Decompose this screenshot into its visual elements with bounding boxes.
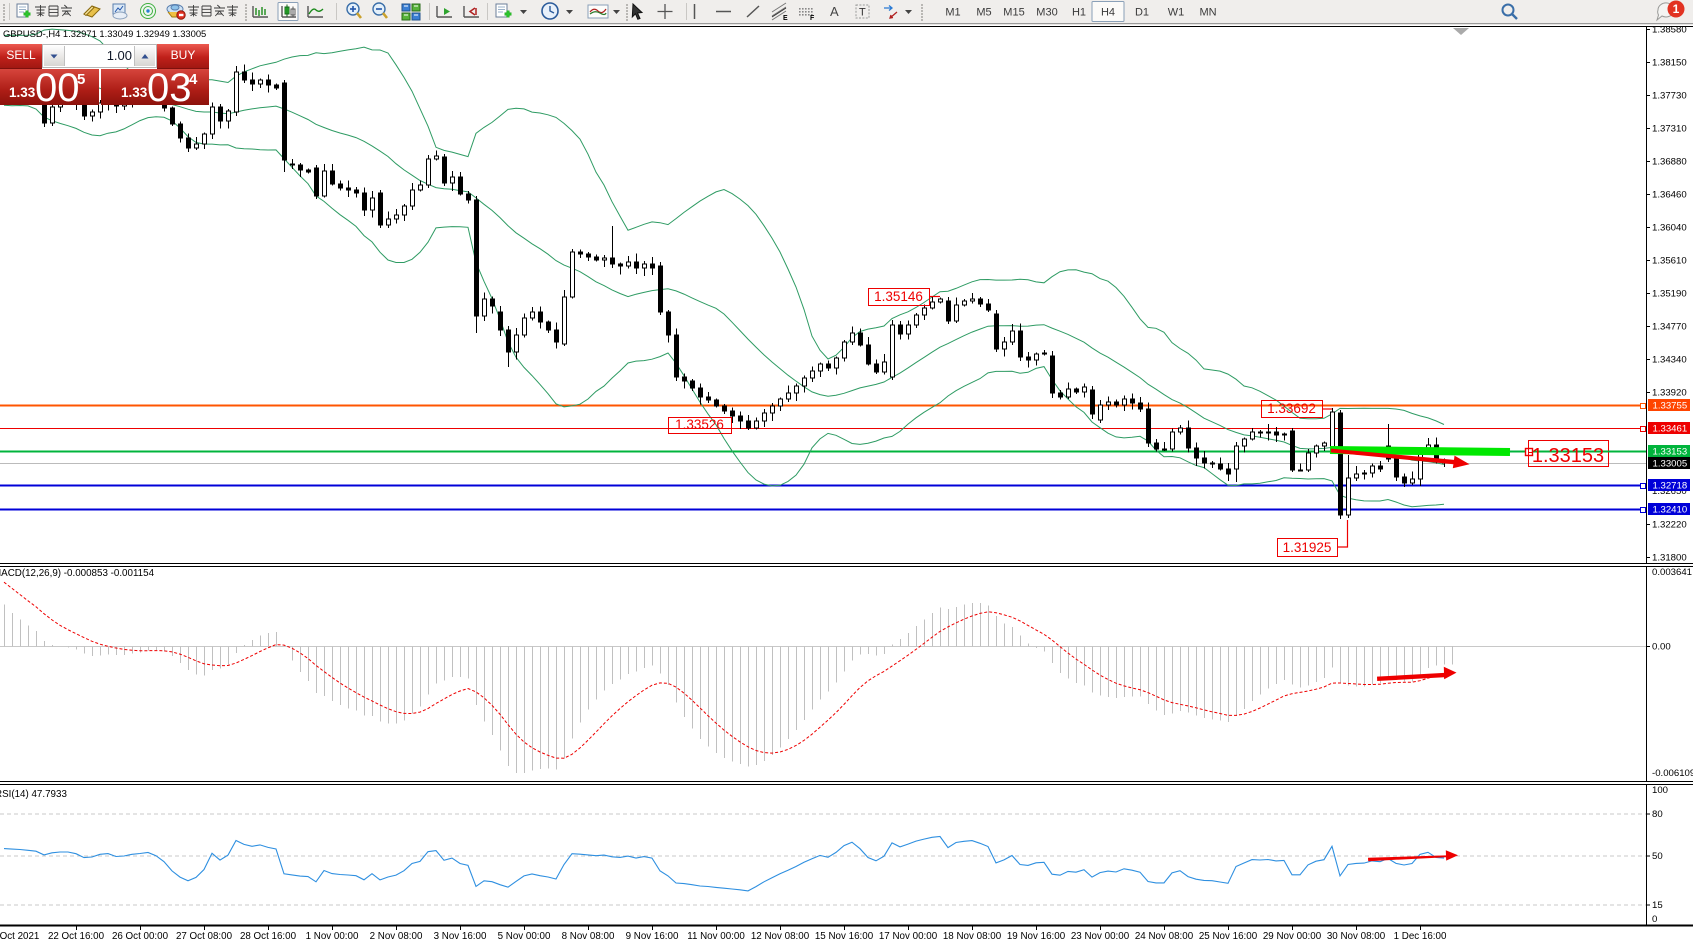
svg-text:9 Nov 16:00: 9 Nov 16:00 (626, 931, 679, 942)
svg-text:22 Oct 16:00: 22 Oct 16:00 (48, 931, 105, 942)
svg-text:0.00: 0.00 (1652, 642, 1671, 653)
svg-text:1.35190: 1.35190 (1652, 289, 1687, 300)
svg-text:0: 0 (1652, 914, 1657, 925)
svg-text:8 Nov 08:00: 8 Nov 08:00 (562, 931, 615, 942)
svg-text:23 Nov 00:00: 23 Nov 00:00 (1071, 931, 1130, 942)
svg-text:1.33153: 1.33153 (1653, 447, 1688, 458)
svg-text:1.36880: 1.36880 (1652, 157, 1687, 168)
svg-text:50: 50 (1652, 851, 1663, 862)
svg-text:M30: M30 (1036, 7, 1057, 19)
svg-text:1.33153: 1.33153 (1532, 445, 1604, 467)
svg-text:1.36460: 1.36460 (1652, 190, 1687, 201)
svg-text:E: E (783, 15, 788, 22)
svg-text:1 Nov 00:00: 1 Nov 00:00 (306, 931, 359, 942)
svg-text:1.38150: 1.38150 (1652, 58, 1687, 69)
svg-text:1.38580: 1.38580 (1652, 26, 1687, 36)
svg-text:100: 100 (1652, 785, 1668, 796)
svg-text:17 Nov 00:00: 17 Nov 00:00 (879, 931, 938, 942)
svg-text:GBPUSD-,H4 1.32971 1.33049 1.: GBPUSD-,H4 1.32971 1.33049 1.32949 1.330… (3, 28, 206, 39)
svg-text:1.34340: 1.34340 (1652, 355, 1687, 366)
svg-text:1.33005: 1.33005 (1653, 459, 1688, 470)
svg-text:-0.006109: -0.006109 (1652, 768, 1693, 779)
svg-text:MACD(12,26,9) -0.000853 -0.001: MACD(12,26,9) -0.000853 -0.001154 (0, 568, 155, 579)
svg-text:18 Nov 08:00: 18 Nov 08:00 (943, 931, 1002, 942)
svg-text:12 Nov 08:00: 12 Nov 08:00 (751, 931, 810, 942)
svg-text:1.33461: 1.33461 (1653, 424, 1688, 435)
svg-text:25 Nov 16:00: 25 Nov 16:00 (1199, 931, 1258, 942)
svg-text:H4: H4 (1101, 7, 1115, 19)
svg-text:19 Nov 16:00: 19 Nov 16:00 (1007, 931, 1066, 942)
svg-text:T: T (859, 7, 866, 19)
svg-text:1.35610: 1.35610 (1652, 256, 1687, 267)
svg-text:80: 80 (1652, 809, 1663, 820)
svg-text:3 Nov 16:00: 3 Nov 16:00 (434, 931, 487, 942)
svg-text:1.33755: 1.33755 (1653, 401, 1688, 412)
svg-text:F: F (810, 15, 815, 22)
svg-text:M1: M1 (945, 7, 960, 19)
svg-text:11 Nov 00:00: 11 Nov 00:00 (687, 931, 745, 942)
svg-text:M5: M5 (976, 7, 991, 19)
svg-text:5 Nov 00:00: 5 Nov 00:00 (498, 931, 551, 942)
svg-text:1.32220: 1.32220 (1652, 520, 1687, 531)
svg-text:1.35146: 1.35146 (874, 289, 923, 304)
svg-text:M15: M15 (1003, 7, 1024, 19)
svg-text:2 Nov 08:00: 2 Nov 08:00 (370, 931, 423, 942)
svg-text:1.37730: 1.37730 (1652, 91, 1687, 102)
svg-text:29 Nov 00:00: 29 Nov 00:00 (1263, 931, 1322, 942)
svg-text:1.36040: 1.36040 (1652, 223, 1687, 234)
svg-text:15 Nov 16:00: 15 Nov 16:00 (815, 931, 874, 942)
svg-text:26 Oct 00:00: 26 Oct 00:00 (112, 931, 169, 942)
svg-text:A: A (830, 4, 839, 19)
svg-text:15: 15 (1652, 900, 1663, 911)
svg-text:H1: H1 (1072, 7, 1086, 19)
svg-text:W1: W1 (1168, 7, 1185, 19)
svg-text:RSI(14) 47.7933: RSI(14) 47.7933 (0, 789, 67, 800)
svg-text:1.37310: 1.37310 (1652, 124, 1687, 135)
svg-text:21 Oct 2021: 21 Oct 2021 (0, 931, 39, 942)
svg-text:MN: MN (1199, 7, 1216, 19)
svg-text:28 Oct 16:00: 28 Oct 16:00 (240, 931, 297, 942)
svg-text:1.32410: 1.32410 (1653, 505, 1688, 516)
svg-text:1.32650: 1.32650 (1652, 486, 1687, 497)
svg-text:1.31800: 1.31800 (1652, 553, 1687, 564)
svg-text:1 Dec 16:00: 1 Dec 16:00 (1394, 931, 1447, 942)
svg-text:1.33920: 1.33920 (1652, 388, 1687, 399)
svg-text:30 Nov 08:00: 30 Nov 08:00 (1327, 931, 1386, 942)
svg-text:D1: D1 (1135, 7, 1149, 19)
svg-text:1: 1 (1673, 2, 1680, 16)
svg-text:27 Oct 08:00: 27 Oct 08:00 (176, 931, 233, 942)
svg-text:1.33526: 1.33526 (675, 417, 724, 432)
svg-text:1.34770: 1.34770 (1652, 322, 1687, 333)
svg-text:24 Nov 08:00: 24 Nov 08:00 (1135, 931, 1194, 942)
svg-text:1.33692: 1.33692 (1267, 401, 1316, 416)
svg-text:0.003641: 0.003641 (1652, 567, 1692, 578)
svg-text:1.31925: 1.31925 (1283, 540, 1332, 555)
svg-text:1.32718: 1.32718 (1653, 481, 1688, 492)
